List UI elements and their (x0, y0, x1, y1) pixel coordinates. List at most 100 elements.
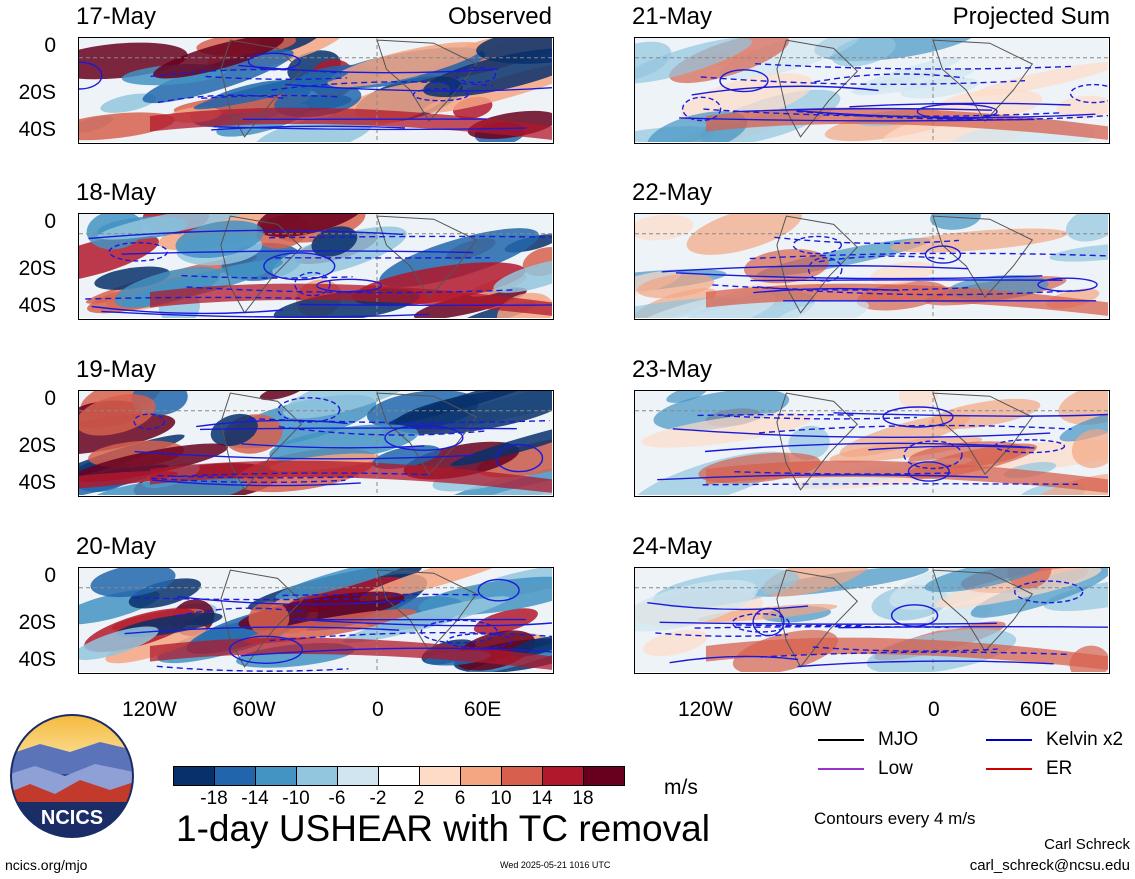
kelvin-contour (694, 625, 949, 629)
kelvin-contour-closed (916, 103, 998, 120)
kelvin-contour-closed (477, 578, 520, 602)
shear-anomaly-blob (831, 38, 896, 67)
chart-title: 1-day USHEAR with TC removal (176, 808, 710, 849)
logo-text: NCICS (41, 807, 103, 829)
panel-date-left-0: 17-May (76, 3, 157, 30)
legend-line-2 (818, 768, 864, 770)
jet-band (705, 107, 1108, 140)
shear-anomaly-blob (637, 273, 715, 299)
kelvin-contour (176, 607, 303, 617)
map-panel-left-3 (78, 567, 554, 674)
kelvin-contour (240, 647, 552, 657)
kelvin-contour (278, 425, 487, 436)
shear-anomaly-blob (90, 568, 176, 598)
kelvin-contour (657, 474, 989, 481)
kelvin-contour (704, 442, 1030, 453)
kelvin-contour (734, 471, 954, 475)
shear-anomaly-blob (924, 568, 1047, 593)
kelvin-contour (732, 107, 992, 113)
kelvin-contour (269, 235, 552, 239)
kelvin-contour (700, 76, 1026, 86)
kelvin-contour-closed (1014, 580, 1084, 604)
panel-date-right-1: 22-May (632, 179, 713, 206)
kelvin-contour (655, 632, 788, 637)
map-panel-left-1 (78, 213, 554, 320)
kelvin-contour (88, 229, 404, 240)
panel-date-right-3: 24-May (632, 533, 713, 560)
author: Carl Schreck (1044, 836, 1130, 853)
y-tick-label-left-1-1: 20S (18, 257, 56, 280)
y-tick-label-left-2-2: 40S (18, 471, 56, 494)
legend-label-1: Kelvin x2 (1046, 729, 1124, 750)
kelvin-contour-closed (907, 461, 950, 482)
shear-anomaly-blob (153, 38, 284, 79)
kelvin-contour (186, 286, 517, 294)
kelvin-contour (833, 412, 1108, 417)
kelvin-contour-closed (294, 271, 331, 297)
shear-anomaly-blob (105, 624, 207, 664)
kelvin-contour-closed (247, 52, 301, 71)
jet-band (149, 107, 552, 140)
kelvin-contour (124, 626, 400, 635)
shear-anomaly-blob (666, 391, 708, 403)
shear-anomaly-blob (128, 578, 202, 609)
kelvin-contour (702, 483, 1078, 486)
colorbar-tick-label: 18 (572, 788, 594, 809)
shear-anomaly-blob (473, 608, 538, 635)
kelvin-contour (675, 272, 1043, 280)
shear-anomaly-blob (928, 398, 1041, 430)
kelvin-contour-closed (108, 241, 168, 262)
colorbar-swatch (337, 766, 379, 786)
shear-anomaly-blob (493, 259, 552, 293)
shear-anomaly-blob (79, 470, 179, 490)
kelvin-contour (282, 593, 483, 597)
africa-coastline (932, 569, 1034, 653)
kelvin-contour (156, 665, 349, 672)
kelvin-contour (749, 252, 1108, 260)
kelvin-contour (201, 94, 341, 99)
kelvin-contour (812, 646, 998, 652)
shear-anomaly-blob (372, 445, 441, 470)
shear-anomaly-blob (686, 214, 802, 255)
colorbar-tick-label: 10 (490, 788, 512, 809)
colorbar-swatch (583, 766, 625, 786)
shear-anomaly-blob (259, 391, 305, 401)
shear-anomaly-blob (256, 214, 368, 238)
website-link[interactable]: ncics.org/mjo (5, 857, 88, 873)
jet-band (149, 637, 552, 670)
africa-coastline (932, 215, 1034, 299)
kelvin-contour (774, 236, 959, 245)
kelvin-contour (151, 477, 346, 484)
kelvin-contour-closed (731, 613, 790, 633)
map-panel-right-1 (634, 213, 1110, 320)
kelvin-contour (177, 596, 406, 605)
kelvin-contour (672, 428, 1051, 439)
author-email[interactable]: carl_schreck@ncsu.edu (969, 857, 1130, 874)
kelvin-contour-closed (446, 633, 513, 649)
kelvin-contour (755, 63, 1073, 70)
shear-anomaly-blob (79, 112, 175, 141)
shear-anomaly-blob (635, 292, 776, 318)
shear-anomaly-blob (88, 476, 247, 495)
shear-anomaly-blob (719, 38, 861, 80)
shear-anomaly-blob (635, 579, 758, 632)
kelvin-contour-closed (384, 424, 464, 451)
kelvin-contour (838, 625, 1108, 629)
kelvin-contour (205, 75, 347, 80)
shear-anomaly-blob (898, 391, 939, 410)
colorbar-swatch (542, 766, 584, 786)
south-america-coastline (776, 392, 859, 491)
y-tick-label-left-2-1: 20S (18, 434, 56, 457)
x-tick-label-right-3: 60E (1019, 698, 1058, 721)
panel-date-left-2: 19-May (76, 356, 157, 383)
kelvin-contour (150, 68, 342, 78)
panel-date-right-2: 23-May (632, 356, 713, 383)
kelvin-contour-closed (495, 443, 544, 473)
x-tick-label-left-1: 60W (232, 698, 276, 721)
colorbar-swatch (501, 766, 543, 786)
x-tick-label-right-1: 60W (788, 698, 832, 721)
kelvin-contour-closed (79, 61, 103, 90)
colorbar-swatch (255, 766, 297, 786)
shear-anomaly-blob (253, 114, 373, 142)
kelvin-contour-closed (1069, 83, 1108, 104)
